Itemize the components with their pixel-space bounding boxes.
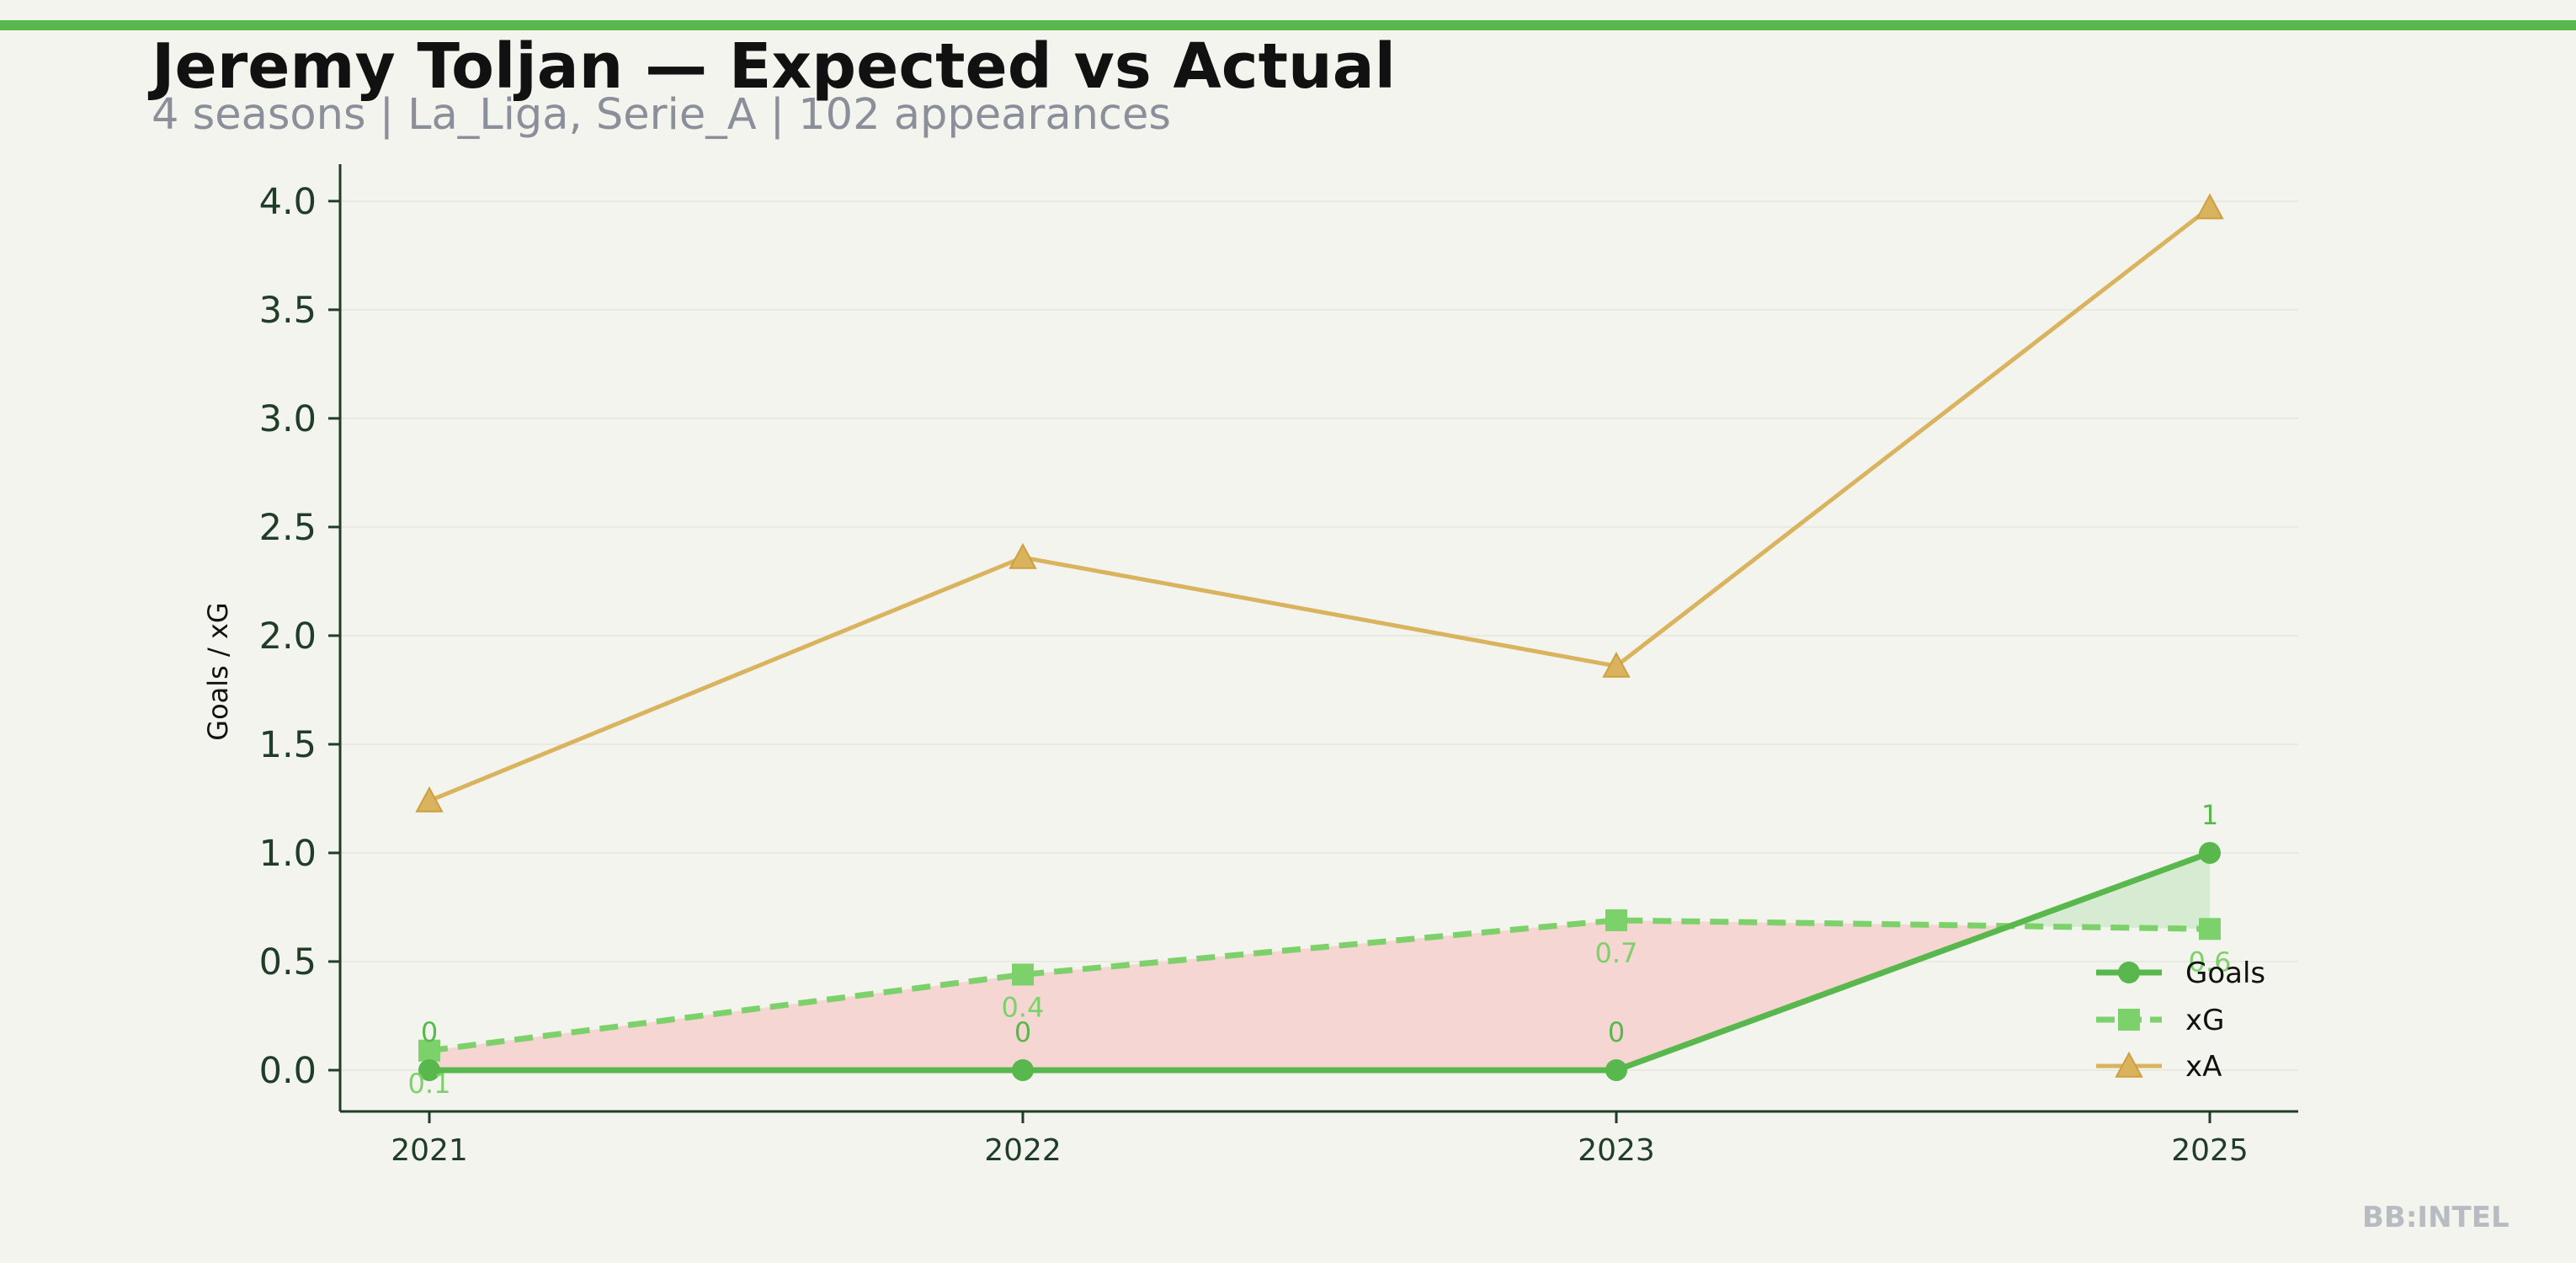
- y-tick-label: 3.5: [259, 290, 317, 332]
- legend-marker-xa: [2115, 1051, 2143, 1078]
- y-tick-label: 2.5: [259, 507, 317, 549]
- x-tick-label: 2023: [1578, 1133, 1655, 1168]
- legend-label-xg: xG: [2185, 1004, 2224, 1037]
- data-label-goals: 0: [1014, 1016, 1031, 1048]
- point-xg: [1012, 963, 1034, 986]
- legend-marker-goals: [2118, 962, 2140, 983]
- y-axis-label: Goals / xG: [202, 602, 234, 740]
- y-tick-label: 3.0: [259, 398, 317, 440]
- point-xa: [415, 786, 444, 813]
- data-label-goals: 1: [2201, 799, 2218, 831]
- y-tick-label: 1.5: [259, 724, 317, 766]
- x-tick-label: 2022: [984, 1133, 1062, 1168]
- x-tick-label: 2025: [2171, 1133, 2249, 1168]
- point-xg: [2199, 918, 2221, 941]
- data-label-goals: 0: [421, 1016, 438, 1048]
- point-xa: [2195, 193, 2224, 220]
- data-label-xg: 0.6: [2189, 946, 2232, 978]
- y-tick-label: 0.0: [259, 1050, 317, 1092]
- legend-label-xa: xA: [2185, 1050, 2222, 1084]
- data-label-goals: 0: [1608, 1016, 1625, 1048]
- fill-region: [1023, 919, 1616, 1070]
- series-line-xg: [428, 917, 2211, 1054]
- data-label-xg: 0.1: [408, 1068, 451, 1100]
- legend-label-goals: Goals: [2185, 957, 2265, 990]
- point-goals: [2199, 841, 2221, 864]
- data-label-xg: 0.4: [1002, 991, 1045, 1023]
- x-tick-label: 2021: [391, 1133, 468, 1168]
- point-goals: [1012, 1058, 1034, 1081]
- point-xa: [1009, 542, 1037, 569]
- chart-title: Jeremy Toljan — Expected vs Actual: [152, 30, 1397, 103]
- axes: 0.0 0.5 1.0 1.5 2.0 2.5 3.0 3.5 4.0 2021 2022 2023 2…: [202, 164, 2298, 1168]
- fill-region: [429, 974, 1023, 1070]
- data-labels: 0 0 0 1 0.1 0.4 0.7 0.6: [408, 799, 2232, 1100]
- series-line-goals: [429, 850, 2211, 1074]
- y-tick-label: 1.0: [259, 833, 317, 875]
- chart-subtitle: 4 seasons | La_Liga, Serie_A | 102 appea…: [152, 90, 1171, 140]
- y-tick-label: 4.0: [259, 181, 317, 223]
- point-xa: [1602, 651, 1631, 678]
- legend: Goals xG xA: [2096, 957, 2265, 1084]
- grid: [340, 200, 2298, 1071]
- point-xg: [418, 1039, 440, 1062]
- brand-watermark: BB:INTEL: [2362, 1201, 2509, 1234]
- point-goals: [1605, 1058, 1627, 1081]
- series: [415, 193, 2224, 1081]
- point-goals: [418, 1058, 440, 1081]
- y-tick-label: 2.0: [259, 616, 317, 658]
- point-xg: [1605, 909, 1627, 931]
- legend-marker-xg: [2118, 1009, 2140, 1031]
- y-tick-label: 0.5: [259, 941, 317, 983]
- series-line-xa: [428, 205, 2211, 803]
- top-accent-bar: [0, 20, 2576, 30]
- data-label-xg: 0.7: [1595, 937, 1638, 969]
